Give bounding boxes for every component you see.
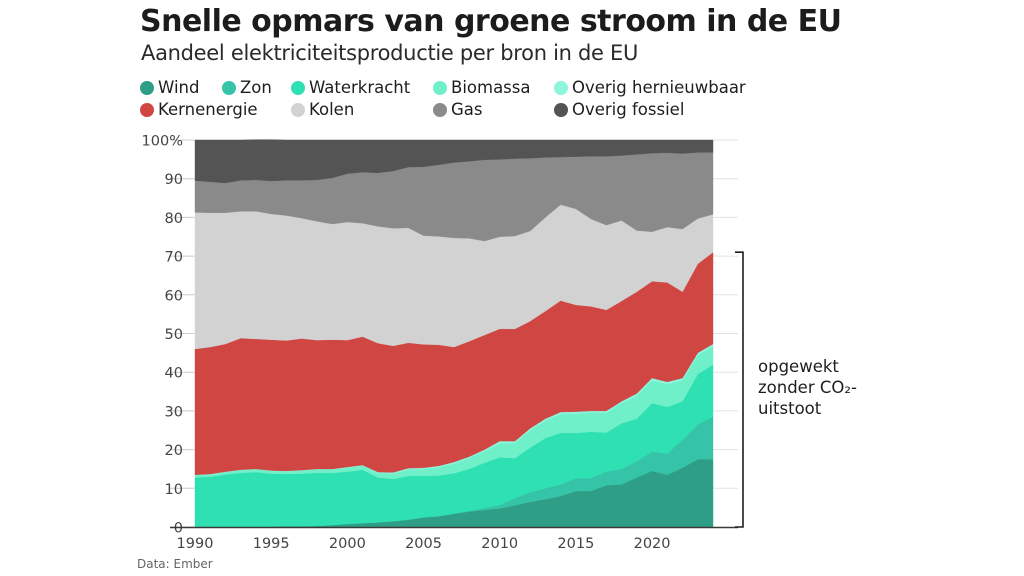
y-tick-label: 70 xyxy=(165,250,183,266)
legend-label: Gas xyxy=(451,100,483,119)
legend-item-zon: Zon xyxy=(222,78,272,97)
co2-free-annotation: opgewekt zonder CO₂- uitstoot xyxy=(758,356,857,419)
x-tick-label: 2010 xyxy=(481,536,518,552)
legend-item-kernenergie: Kernenergie xyxy=(140,100,258,119)
annotation-line: uitstoot xyxy=(758,399,822,418)
data-source: Data: Ember xyxy=(137,557,213,571)
legend-swatch-icon xyxy=(222,80,236,95)
legend-label: Biomassa xyxy=(451,78,531,97)
legend-swatch-icon xyxy=(554,80,568,95)
legend-swatch-icon xyxy=(140,80,154,95)
x-tick-label: 2005 xyxy=(405,536,442,552)
x-axis: 1990 1995 2000 2005 2010 2015 2020 xyxy=(170,526,738,552)
legend-item-overig-fossiel: Overig fossiel xyxy=(554,100,684,119)
y-tick-label: 90 xyxy=(165,172,183,188)
legend-item-biomassa: Biomassa xyxy=(433,78,531,97)
legend-swatch-icon xyxy=(554,102,568,117)
legend-item-wind: Wind xyxy=(140,78,199,97)
x-tick-label: 2015 xyxy=(557,536,594,552)
x-tick-label: 2020 xyxy=(634,536,671,552)
legend-label: Wind xyxy=(158,78,200,97)
x-tick-label: 1995 xyxy=(253,536,290,552)
legend-label: Waterkracht xyxy=(309,78,411,97)
y-tick-label: 100% xyxy=(142,134,183,150)
legend-item-waterkracht: Waterkracht xyxy=(291,78,410,97)
bracket-line xyxy=(735,251,744,528)
area-overig-fossiel xyxy=(194,139,714,184)
legend-label: Overig hernieuwbaar xyxy=(572,78,746,97)
y-tick-label: 30 xyxy=(165,404,183,420)
y-tick-label: 0 xyxy=(174,521,183,537)
area-layers xyxy=(194,139,714,528)
legend-swatch-icon xyxy=(433,102,447,117)
y-axis: 0 10 20 30 40 50 60 70 80 90 100% xyxy=(142,134,194,537)
chart-title: Snelle opmars van groene stroom in de EU xyxy=(140,4,842,39)
annotation-line: zonder CO₂- xyxy=(758,378,857,397)
co2-free-bracket xyxy=(735,251,744,528)
legend-swatch-icon xyxy=(433,80,447,95)
x-tick-label: 2000 xyxy=(329,536,366,552)
legend-label: Kolen xyxy=(309,100,355,119)
chart-subtitle: Aandeel elektriciteitsproductie per bron… xyxy=(141,41,639,65)
legend-item-kolen: Kolen xyxy=(291,100,354,119)
legend-label: Zon xyxy=(240,78,272,97)
legend-item-overig-hernieuwbaar: Overig hernieuwbaar xyxy=(554,78,746,97)
legend-swatch-icon xyxy=(291,80,305,95)
y-tick-label: 80 xyxy=(165,211,183,227)
legend-label: Overig fossiel xyxy=(572,100,685,119)
y-tick-label: 10 xyxy=(165,482,183,498)
legend-label: Kernenergie xyxy=(158,100,258,119)
annotation-line: opgewekt xyxy=(758,357,839,376)
y-tick-label: 20 xyxy=(165,443,183,459)
y-tick-label: 50 xyxy=(165,327,183,343)
legend-swatch-icon xyxy=(140,102,154,117)
y-tick-label: 60 xyxy=(165,288,183,304)
x-tick-label: 1990 xyxy=(177,536,214,552)
legend-swatch-icon xyxy=(291,102,305,117)
legend-item-gas: Gas xyxy=(433,100,483,119)
y-tick-label: 40 xyxy=(165,366,183,382)
